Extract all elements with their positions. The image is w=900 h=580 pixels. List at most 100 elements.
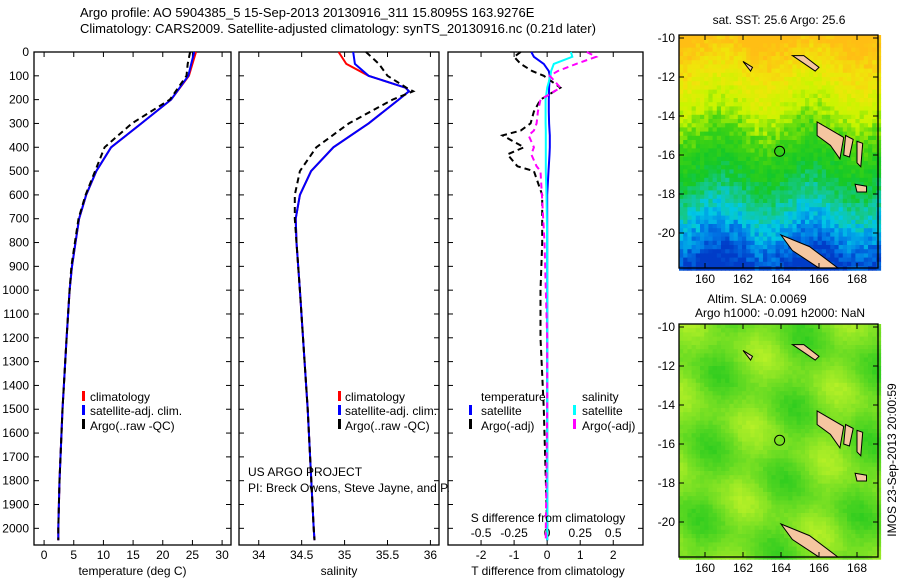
map-cell (763, 395, 768, 401)
map-cell (771, 353, 777, 359)
map-cell (847, 161, 852, 166)
map-cell (809, 72, 814, 78)
map-cell (792, 186, 798, 191)
map-cell (737, 403, 743, 409)
map-cell (872, 93, 877, 99)
map-cell (809, 236, 814, 242)
map-cell (733, 72, 739, 78)
map-cell (859, 458, 865, 464)
map-cell (834, 324, 840, 329)
map-cell (679, 68, 684, 74)
map-cell (855, 245, 861, 250)
map-cell (821, 169, 827, 175)
map-cell (725, 144, 730, 149)
map-cell (868, 420, 873, 426)
map-cell (763, 433, 768, 438)
map-cell (742, 412, 747, 417)
map-cell (788, 148, 793, 154)
map-cell (704, 408, 709, 413)
map-cell (838, 114, 844, 120)
map-cell (742, 232, 747, 238)
map-cell (754, 211, 760, 217)
map-cell (691, 114, 697, 120)
map-cell (792, 211, 798, 217)
map-cell (779, 387, 785, 392)
map-cell (805, 131, 810, 137)
map-cell (721, 378, 726, 384)
map-cell (746, 114, 751, 120)
map-cell (826, 324, 831, 329)
map-cell (796, 361, 802, 367)
map-cell (750, 479, 756, 485)
map-cell (737, 408, 743, 413)
map-cell (695, 228, 701, 233)
map-cell (754, 156, 760, 162)
map-cell (821, 471, 827, 476)
map-cell (683, 416, 688, 422)
s-difference-axis-label: S difference from climatology (471, 511, 626, 525)
map-cell (851, 228, 856, 233)
map-cell (679, 261, 684, 267)
map-cell (767, 232, 772, 238)
map-cell (683, 93, 688, 99)
map-cell (737, 47, 743, 53)
map-cell (788, 433, 793, 438)
map-cell (876, 35, 882, 40)
map-cell (733, 85, 739, 91)
map-cell (704, 370, 709, 375)
map-cell (746, 236, 751, 242)
map-cell (721, 483, 726, 489)
map-cell (788, 165, 793, 170)
map-cell (800, 387, 806, 392)
map-cell (679, 340, 684, 346)
map-cell (775, 412, 781, 417)
map-cell (788, 186, 793, 191)
map-cell (851, 454, 856, 459)
map-cell (742, 403, 747, 409)
map-cell (834, 68, 840, 74)
map-cell (855, 72, 861, 78)
map-cell (775, 374, 781, 380)
map-cell (868, 450, 873, 455)
map-cell (742, 177, 747, 183)
map-cell (771, 148, 777, 154)
map-cell (771, 219, 777, 225)
map-cell (758, 211, 764, 217)
map-cell (733, 51, 739, 57)
map-cell (792, 60, 798, 65)
map-cell (792, 261, 798, 267)
map-cell (847, 77, 852, 82)
map-cell (758, 374, 764, 380)
map-cell (868, 81, 873, 86)
map-cell (821, 102, 827, 107)
map-cell (750, 340, 756, 346)
map-cell (691, 483, 697, 489)
map-cell (758, 114, 764, 120)
map-cell (716, 496, 722, 501)
map-cell (750, 403, 756, 409)
map-cell (708, 165, 714, 170)
map-cell (742, 135, 747, 141)
map-cell (767, 475, 772, 480)
map-cell (721, 450, 726, 455)
map-cell (712, 85, 718, 91)
map-cell (809, 89, 814, 95)
map-cell (872, 156, 877, 162)
map-cell (800, 437, 806, 443)
map-cell (758, 257, 764, 263)
map-cell (788, 479, 793, 485)
map-cell (725, 253, 730, 259)
map-cell (716, 224, 722, 229)
map-cell (771, 395, 777, 401)
map-cell (805, 387, 810, 392)
map-cell (733, 424, 739, 430)
map-cell (775, 232, 781, 238)
map-cell (716, 131, 722, 137)
map-cell (805, 403, 810, 409)
map-cell (712, 391, 718, 396)
map-cell (813, 450, 819, 455)
map-cell (842, 39, 848, 44)
map-cell (792, 39, 798, 44)
map-cell (800, 190, 806, 196)
